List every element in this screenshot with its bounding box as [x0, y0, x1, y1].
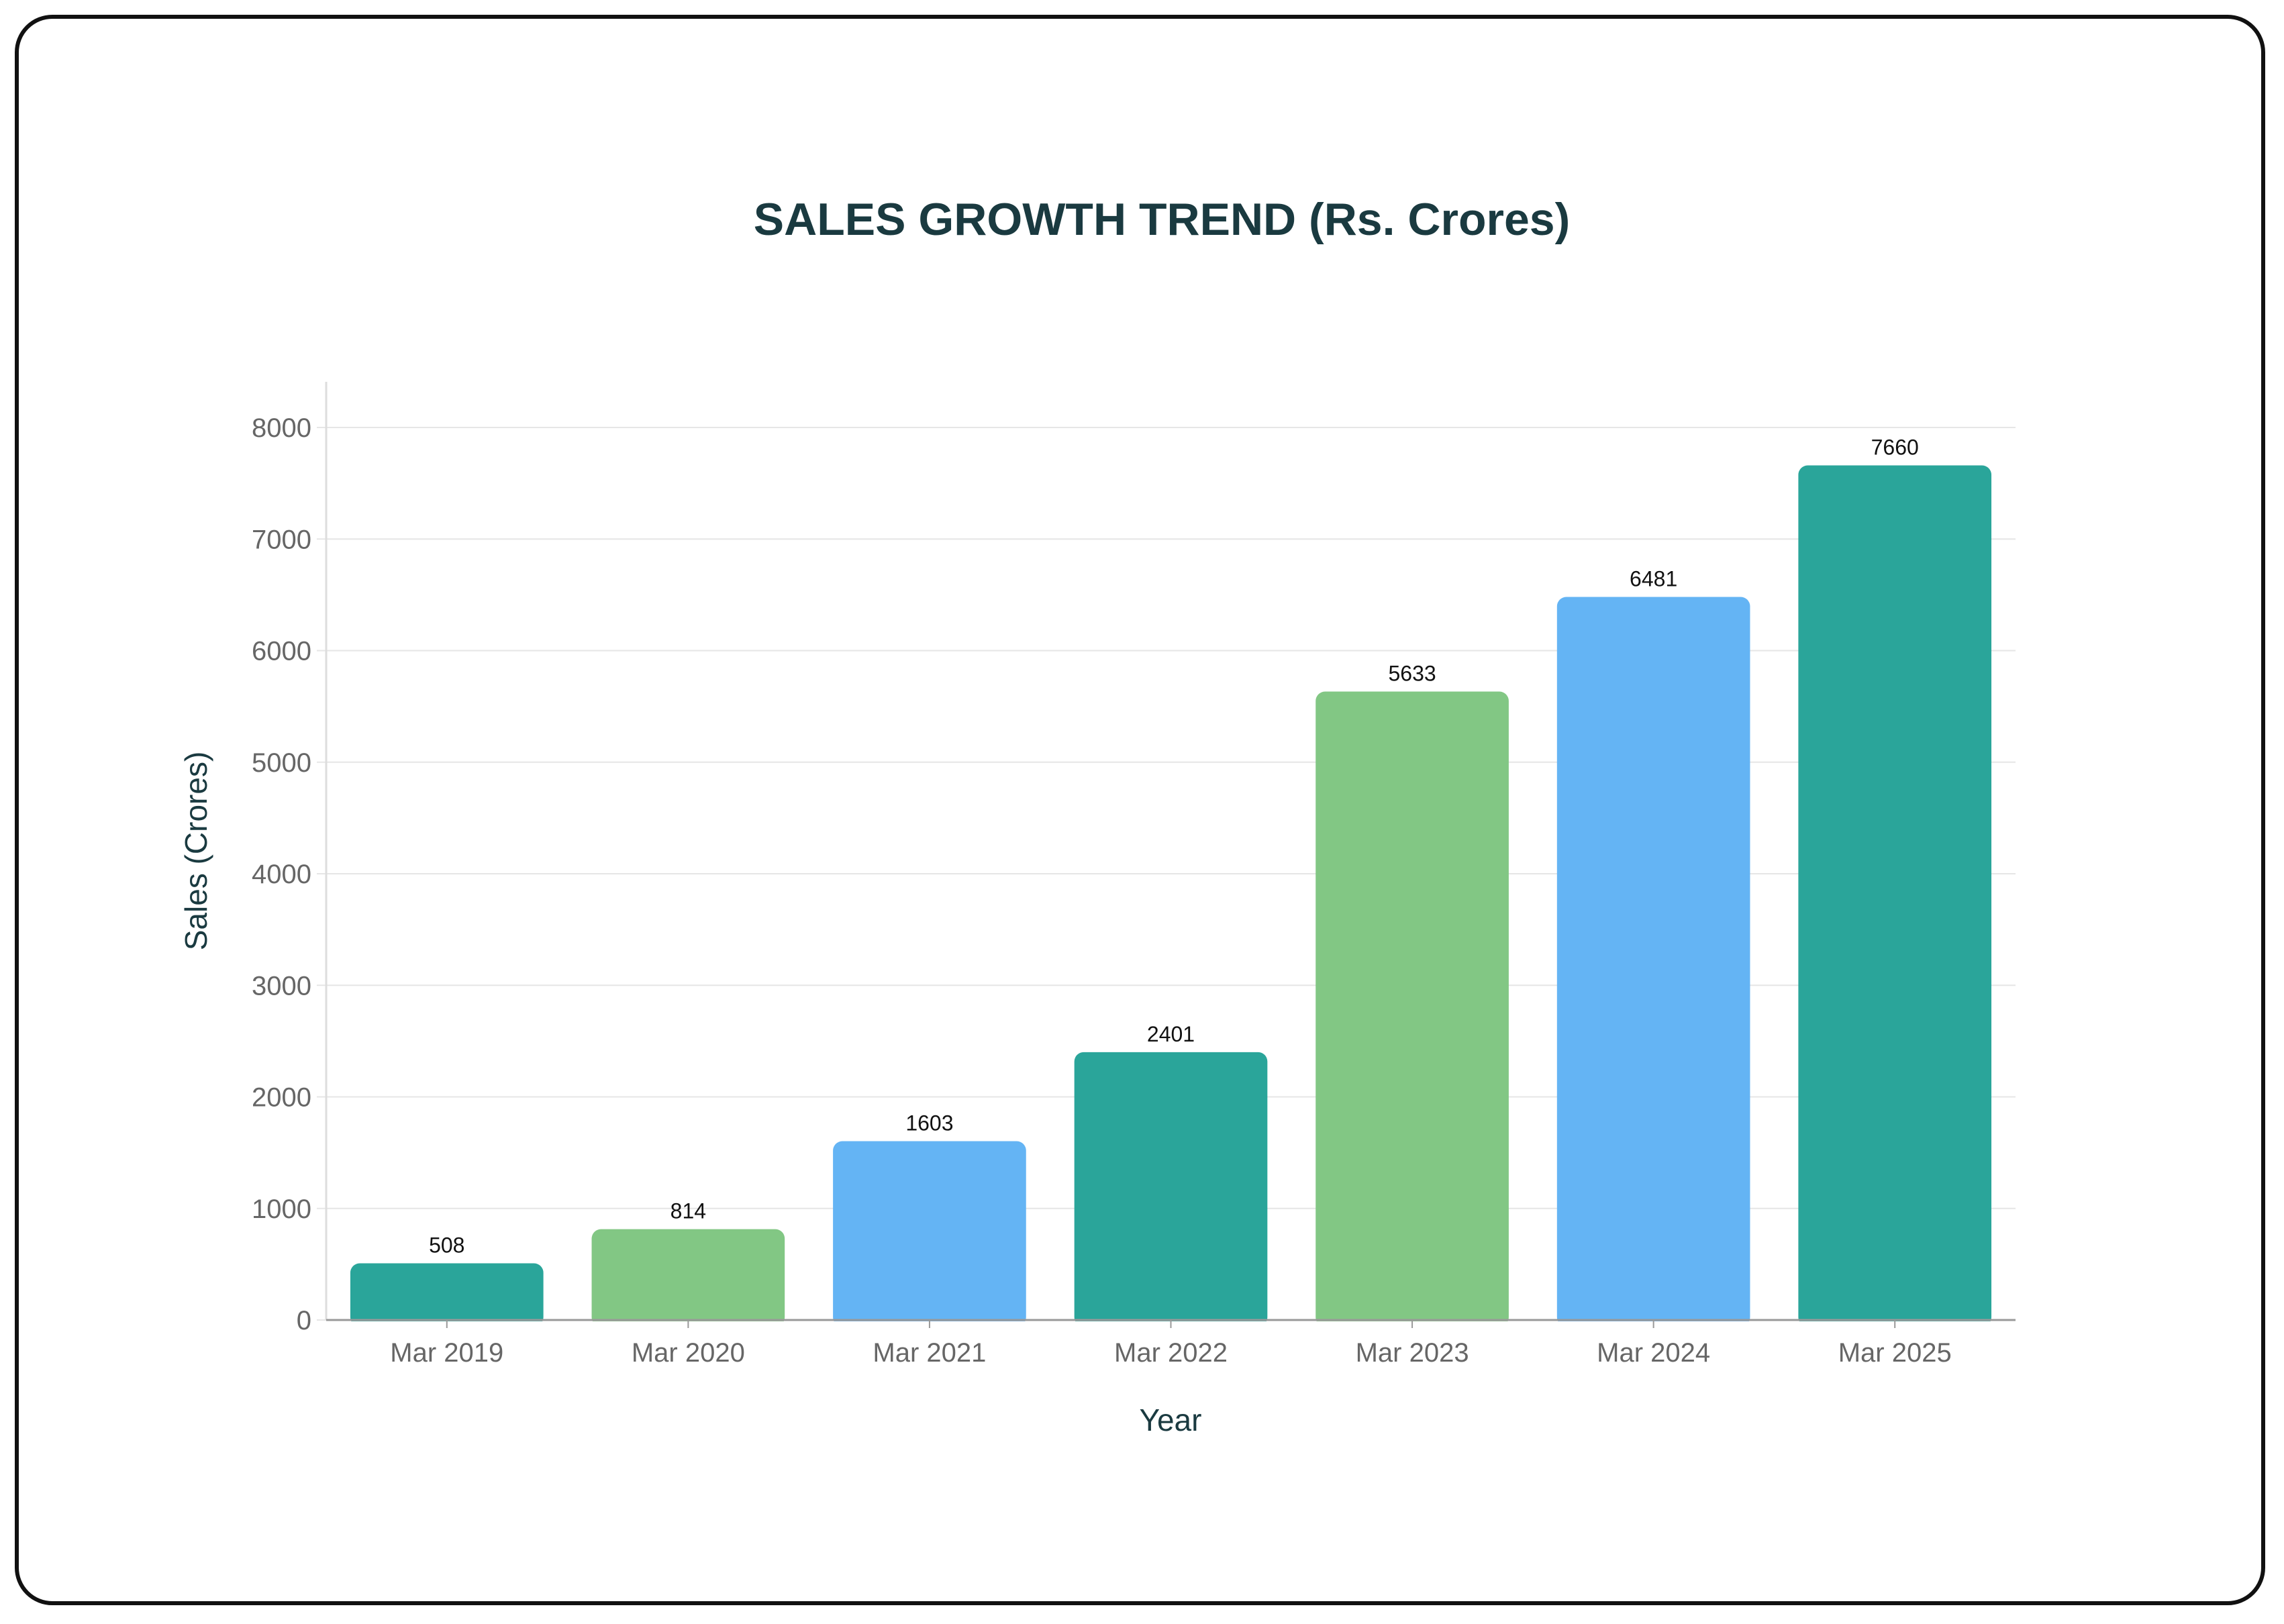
y-tick-label: 5000 [252, 748, 311, 778]
y-tick-label: 2000 [252, 1083, 311, 1113]
y-tick-label: 0 [297, 1306, 311, 1335]
y-tick-label: 1000 [252, 1195, 311, 1224]
y-axis-label: Sales (Crores) [179, 752, 213, 951]
bar-mar-2025 [1798, 465, 1992, 1327]
x-tick-label: Mar 2019 [390, 1338, 503, 1368]
bar-mar-2024 [1556, 597, 1750, 1327]
bar-mar-2020 [591, 1229, 785, 1327]
bar-mar-2023 [1315, 691, 1509, 1327]
chart-title: SALES GROWTH TREND (Rs. Crores) [754, 194, 1571, 245]
bar-mar-2021 [833, 1141, 1026, 1327]
y-tick-label: 7000 [252, 525, 311, 554]
y-tick-labels: 0 1000 2000 3000 4000 5000 6000 7000 8000 [252, 413, 311, 1335]
bar-mar-2019 [350, 1263, 544, 1327]
x-tick-labels: Mar 2019 Mar 2020 Mar 2021 Mar 2022 Mar 2023… [390, 1338, 1951, 1368]
x-tick-label: Mar 2021 [873, 1338, 986, 1368]
y-tick-label: 3000 [252, 971, 311, 1001]
y-tick-label: 6000 [252, 637, 311, 666]
x-tick-label: Mar 2022 [1114, 1338, 1228, 1368]
bars [328, 465, 2017, 1329]
data-label: 814 [671, 1199, 706, 1223]
x-tick-label: Mar 2025 [1838, 1338, 1952, 1368]
x-tick-label: Mar 2023 [1356, 1338, 1469, 1368]
baseline-mask [328, 1321, 2017, 1329]
x-tick-label: Mar 2024 [1597, 1338, 1710, 1368]
axes [317, 382, 2016, 1328]
data-label: 1603 [905, 1111, 953, 1135]
data-labels: 508 814 1603 2401 5633 6481 7660 [429, 436, 1919, 1258]
y-tick-label: 4000 [252, 860, 311, 889]
data-label: 2401 [1147, 1022, 1195, 1046]
data-label: 5633 [1388, 662, 1436, 686]
data-label: 6481 [1630, 567, 1677, 591]
y-tick-label: 8000 [252, 413, 311, 443]
data-label: 508 [429, 1233, 464, 1258]
x-axis-label: Year [1140, 1403, 1202, 1437]
data-label: 7660 [1871, 436, 1919, 460]
x-tick-label: Mar 2020 [632, 1338, 745, 1368]
bar-mar-2022 [1074, 1052, 1268, 1327]
